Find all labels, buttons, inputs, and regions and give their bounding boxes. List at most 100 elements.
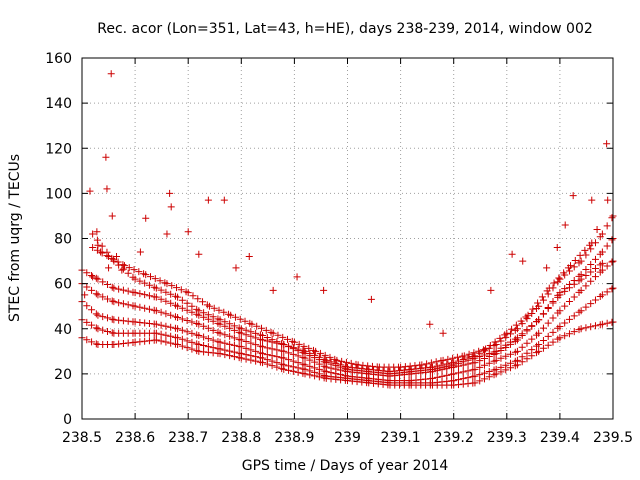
data-point [94,311,102,319]
data-point [237,343,245,351]
data-point [189,292,197,300]
data-point [306,362,314,370]
data-point [241,317,249,325]
data-point [248,320,256,328]
data-point [93,228,101,236]
data-point [136,248,144,256]
data-point [195,320,203,328]
x-tick-label: 238.8 [221,430,261,446]
data-point [337,363,345,371]
data-point [591,322,599,330]
data-point [152,329,160,337]
data-point [549,299,557,307]
data-point [142,214,150,222]
data-point [236,315,244,323]
data-point [113,253,121,261]
data-point [141,291,149,299]
data-point [103,295,111,303]
x-axis-label: GPS time / Days of year 2014 [242,458,449,474]
data-point [450,370,458,378]
x-tick-label: 239.4 [540,430,580,446]
data-point [178,326,186,334]
data-point [327,360,335,368]
data-point [125,264,133,272]
data-point [273,359,281,367]
x-tick-label: 239 [334,430,361,446]
data-point [518,330,526,338]
data-point [544,305,552,313]
data-point [418,361,426,369]
data-point [459,358,467,366]
data-point [188,329,196,337]
data-point [136,303,144,311]
data-point [528,322,536,330]
data-point [263,334,271,342]
data-point [105,264,113,272]
data-point [513,356,521,364]
data-point [145,320,153,328]
data-point [561,332,569,340]
data-point [422,366,430,374]
data-point [368,362,376,370]
data-point [174,313,182,321]
data-point [195,341,203,349]
data-point [200,309,208,317]
data-point [300,342,308,350]
data-point [570,280,578,288]
data-point [577,325,585,333]
data-point [92,324,100,332]
data-point [471,372,479,380]
data-point [177,286,185,294]
data-point [124,287,132,295]
data-point [561,287,569,295]
data-point [608,236,616,244]
data-point [183,337,191,345]
data-point [92,274,100,282]
data-point [88,338,96,346]
data-point [591,264,599,272]
data-point [598,266,606,274]
data-point [576,251,584,259]
data-point [183,306,191,314]
data-point [508,325,516,333]
data-point [237,325,245,333]
data-point [539,336,547,344]
data-point [268,352,276,360]
data-point [268,336,276,344]
y-tick-label: 80 [54,232,72,248]
data-point [577,257,585,265]
data-point [497,363,505,371]
x-tick-label: 238.9 [274,430,314,446]
data-point [523,326,531,334]
data-point [603,319,611,327]
data-point [407,368,415,376]
data-point [528,310,536,318]
data-point [582,282,590,290]
data-point [151,275,159,283]
data-point [94,241,102,249]
data-point [94,325,102,333]
data-point [167,290,175,298]
data-point [83,269,91,277]
data-point [471,354,479,362]
data-point [570,312,578,320]
data-point [581,246,589,254]
data-point [569,192,577,200]
data-point [114,258,122,266]
data-point [476,371,484,379]
data-point [454,369,462,377]
data-point [332,362,340,370]
data-point [438,363,446,371]
data-point [259,343,267,351]
data-point [247,346,255,354]
data-point [587,300,595,308]
data-point [556,291,564,299]
data-point [257,324,265,332]
data-point [195,332,203,340]
data-point [285,349,293,357]
data-point [285,362,293,370]
data-point [107,70,115,78]
data-point [115,261,123,269]
data-point [561,302,569,310]
